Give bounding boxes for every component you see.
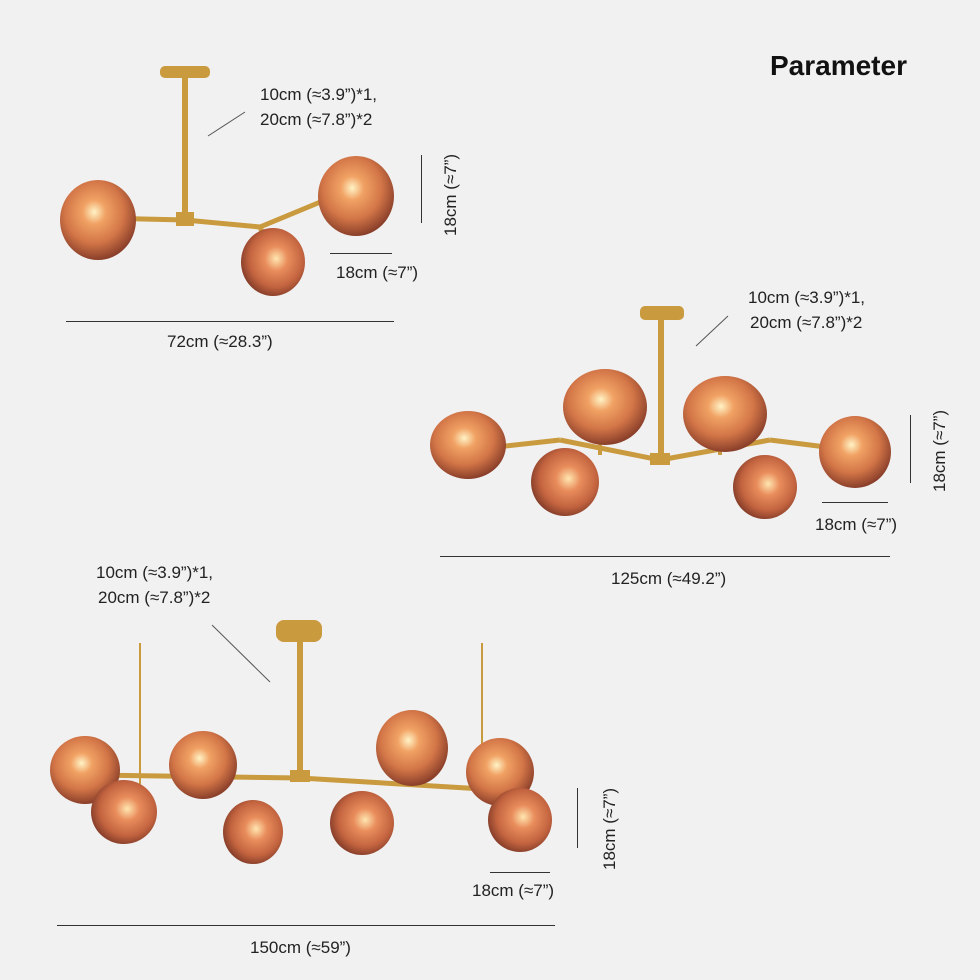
page-title: Parameter [770, 50, 907, 81]
lamp-large-width: 18cm (≈7”) [472, 881, 555, 900]
lamp-small-bulb-spec-1: 10cm (≈3.9”)*1, [260, 85, 378, 104]
lamp-small-height: 18cm (≈7”) [441, 153, 460, 236]
lamp-medium-width-line [822, 502, 888, 503]
lamp-medium-total-line [440, 556, 890, 557]
lamp-medium-width: 18cm (≈7”) [815, 515, 898, 534]
lamp-small-illustration [60, 66, 394, 296]
lamp-large-total-line [57, 925, 555, 926]
lamp-large-height: 18cm (≈7”) [600, 787, 619, 870]
leader-line-medium [695, 315, 729, 347]
lamp-large-height-line [577, 788, 578, 848]
lamp-small-total-line [66, 321, 394, 322]
lamp-medium-height-line [910, 415, 911, 483]
lamp-large-bulb-spec-1: 10cm (≈3.9”)*1, [96, 563, 214, 582]
lamp-medium-bulb-spec-1: 10cm (≈3.9”)*1, [748, 288, 866, 307]
lamp-large-illustration [50, 620, 552, 864]
lamp-large-total-width: 150cm (≈59”) [250, 938, 351, 957]
lamp-large-bulb-spec-2: 20cm (≈7.8”)*2 [98, 588, 211, 607]
lamp-large-width-line [490, 872, 550, 873]
leader-line-small [207, 111, 246, 137]
lamp-small-total-width: 72cm (≈28.3”) [167, 332, 273, 351]
lamp-small-bulb-spec-2: 20cm (≈7.8”)*2 [260, 110, 373, 129]
lamp-medium-bulb-spec-2: 20cm (≈7.8”)*2 [750, 313, 863, 332]
lamp-medium-height: 18cm (≈7”) [930, 409, 949, 492]
lamp-medium-total-width: 125cm (≈49.2”) [611, 569, 727, 588]
lamp-medium-illustration [430, 306, 891, 519]
lamp-small-width-line [330, 253, 392, 254]
lamp-small-width: 18cm (≈7”) [336, 263, 419, 282]
leader-line-large [211, 624, 271, 683]
lamp-small-height-line [421, 155, 422, 223]
